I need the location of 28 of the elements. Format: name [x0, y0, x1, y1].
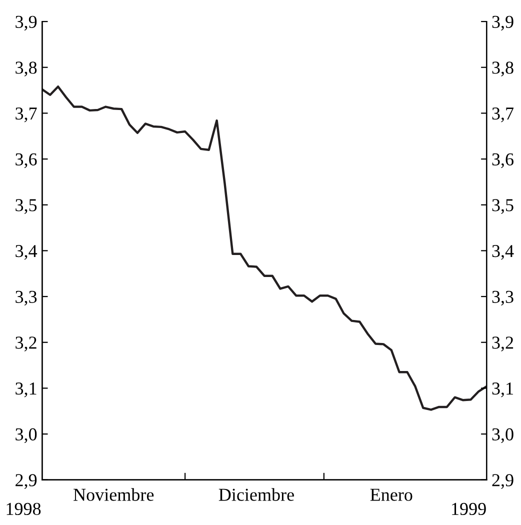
y-tick-label: 3,5 — [16, 199, 37, 214]
line-series — [42, 85, 487, 411]
y-tick-label: 3,2 — [16, 336, 36, 352]
y2-tick-label: 3,1 — [492, 382, 513, 398]
x-tick-label: Noviembre — [74, 488, 154, 501]
y-tick-label: 2,9 — [16, 474, 37, 489]
y-tick-label: 3,8 — [16, 62, 37, 76]
y-tick-label: 3,4 — [16, 244, 38, 260]
y2-tick-label: 3,7 — [492, 108, 514, 122]
y-tick-label: 3,0 — [16, 428, 37, 444]
y2-tick-label: 3,8 — [492, 62, 514, 76]
y2-tick-label: 3,2 — [492, 336, 514, 352]
text: 1999 — [452, 502, 486, 516]
y-tick-label: 3,1 — [16, 382, 36, 398]
x-tick-label: Enero — [370, 488, 412, 501]
y2-tick-label: 3,0 — [492, 428, 514, 444]
text: 1998 — [6, 502, 41, 516]
y2-tick-label: 3,3 — [492, 290, 514, 306]
y2-tick-label: 3,4 — [492, 244, 514, 260]
y-tick-label: 3,9 — [16, 16, 37, 31]
y2-tick-label: 2,9 — [492, 474, 514, 489]
y-tick-label: 3,6 — [16, 153, 37, 168]
y2-tick-label: 3,6 — [492, 153, 514, 168]
x-tick-label: Diciembre — [218, 488, 294, 501]
y2-tick-label: 3,9 — [492, 16, 514, 31]
y2-tick-label: 3,5 — [492, 199, 514, 214]
y-tick-label: 3,7 — [16, 108, 37, 122]
y-tick-label: 3,3 — [16, 290, 37, 306]
